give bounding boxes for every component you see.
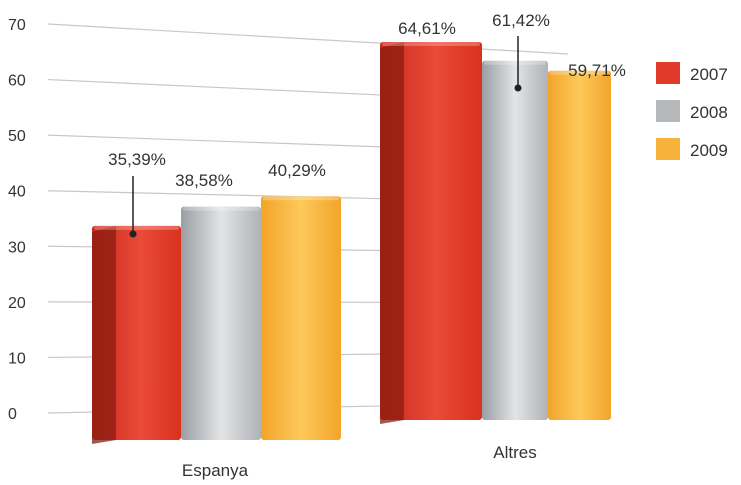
y-tick-label: 70 <box>8 17 26 34</box>
legend-swatch-2009 <box>656 138 680 160</box>
legend-swatch-2007 <box>656 62 680 84</box>
bar-highlight <box>382 42 480 47</box>
bar-bevel <box>92 225 116 444</box>
y-tick-label: 30 <box>8 239 26 256</box>
category-label: Espanya <box>182 461 249 480</box>
legend-label: 2007 <box>690 65 728 84</box>
y-tick-label: 50 <box>8 128 26 145</box>
leader-dot <box>129 230 137 238</box>
data-label: 61,42% <box>492 11 550 30</box>
bar-altres-2008 <box>482 60 548 421</box>
bar-highlight <box>94 225 179 230</box>
legend-swatch-2008 <box>656 100 680 122</box>
legend-label: 2009 <box>690 141 728 160</box>
data-labels: 35,39% 38,58% 40,29% 64,61% 61,42% 59,71% <box>108 11 626 238</box>
y-axis-ticks: 0 10 20 30 40 50 60 70 <box>8 17 26 423</box>
bar-altres-2007 <box>380 42 482 421</box>
bars <box>92 42 611 444</box>
leader-dot <box>514 84 522 92</box>
legend-label: 2008 <box>690 103 728 122</box>
bar-highlight <box>550 70 609 75</box>
bar-highlight <box>484 60 546 65</box>
data-label: 64,61% <box>398 19 456 38</box>
legend: 2007 2008 2009 <box>656 62 728 160</box>
category-labels: Espanya Altres <box>182 443 537 480</box>
bar-bevel <box>380 42 404 425</box>
bar-altres-2009 <box>548 70 611 420</box>
y-tick-label: 20 <box>8 295 26 312</box>
bar-highlight <box>263 196 339 201</box>
data-label: 38,58% <box>175 171 233 190</box>
category-label: Altres <box>493 443 536 462</box>
y-tick-label: 60 <box>8 73 26 90</box>
y-tick-label: 0 <box>8 406 17 423</box>
bar-espanya-2008 <box>181 206 261 440</box>
y-tick-label: 10 <box>8 350 26 367</box>
y-tick-label: 40 <box>8 184 26 201</box>
bar-espanya-2009 <box>261 196 341 440</box>
data-label: 40,29% <box>268 161 326 180</box>
data-label: 35,39% <box>108 150 166 169</box>
data-label: 59,71% <box>568 61 626 80</box>
gridline <box>47 23 569 55</box>
bar-highlight <box>183 206 259 211</box>
